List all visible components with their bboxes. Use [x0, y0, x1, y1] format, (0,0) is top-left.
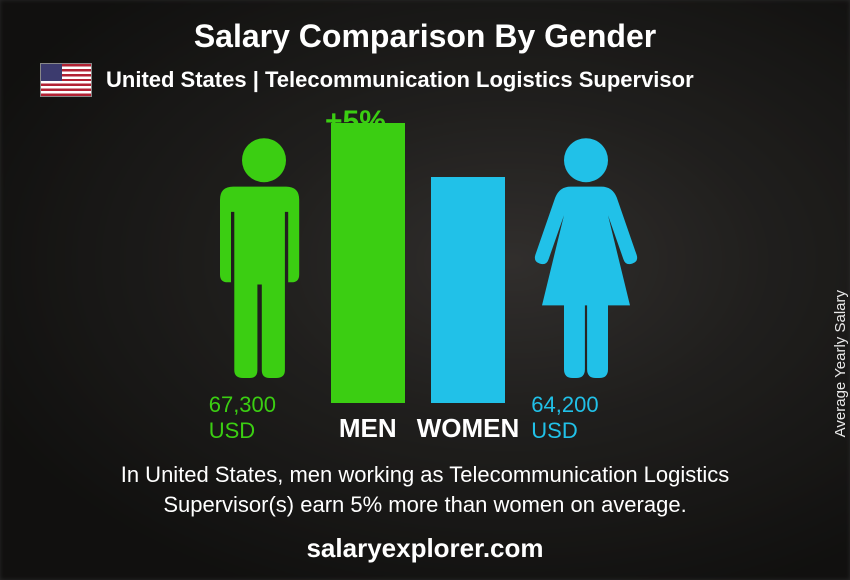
men-group: 67,300 USD MEN — [209, 123, 405, 444]
women-bar — [431, 177, 505, 403]
page-title: Salary Comparison By Gender — [40, 18, 810, 55]
us-flag-icon — [40, 63, 92, 97]
description-text: In United States, men working as Telecom… — [40, 452, 810, 533]
male-figure: 67,300 USD — [209, 132, 319, 444]
men-bar — [331, 123, 405, 403]
women-group: WOMEN 64,200 USD — [417, 132, 642, 444]
women-bar-wrap: WOMEN — [417, 177, 520, 444]
female-icon — [531, 132, 641, 382]
y-axis-label: Average Yearly Salary — [832, 290, 849, 437]
men-bar-label: MEN — [339, 413, 397, 444]
infographic-content: Salary Comparison By Gender United State… — [0, 0, 850, 580]
women-salary-value: 64,200 USD — [531, 392, 641, 444]
female-figure: 64,200 USD — [531, 132, 641, 444]
percent-difference-label: +5% — [325, 105, 386, 139]
site-name: salaryexplorer.com — [40, 533, 810, 564]
subtitle: United States | Telecommunication Logist… — [106, 67, 694, 93]
men-salary-value: 67,300 USD — [209, 392, 319, 444]
subtitle-row: United States | Telecommunication Logist… — [40, 63, 810, 97]
male-icon — [209, 132, 319, 382]
chart-area: +5% 67,300 USD MEN WOMEN — [40, 103, 810, 452]
women-bar-label: WOMEN — [417, 413, 520, 444]
men-bar-wrap: MEN — [331, 123, 405, 444]
